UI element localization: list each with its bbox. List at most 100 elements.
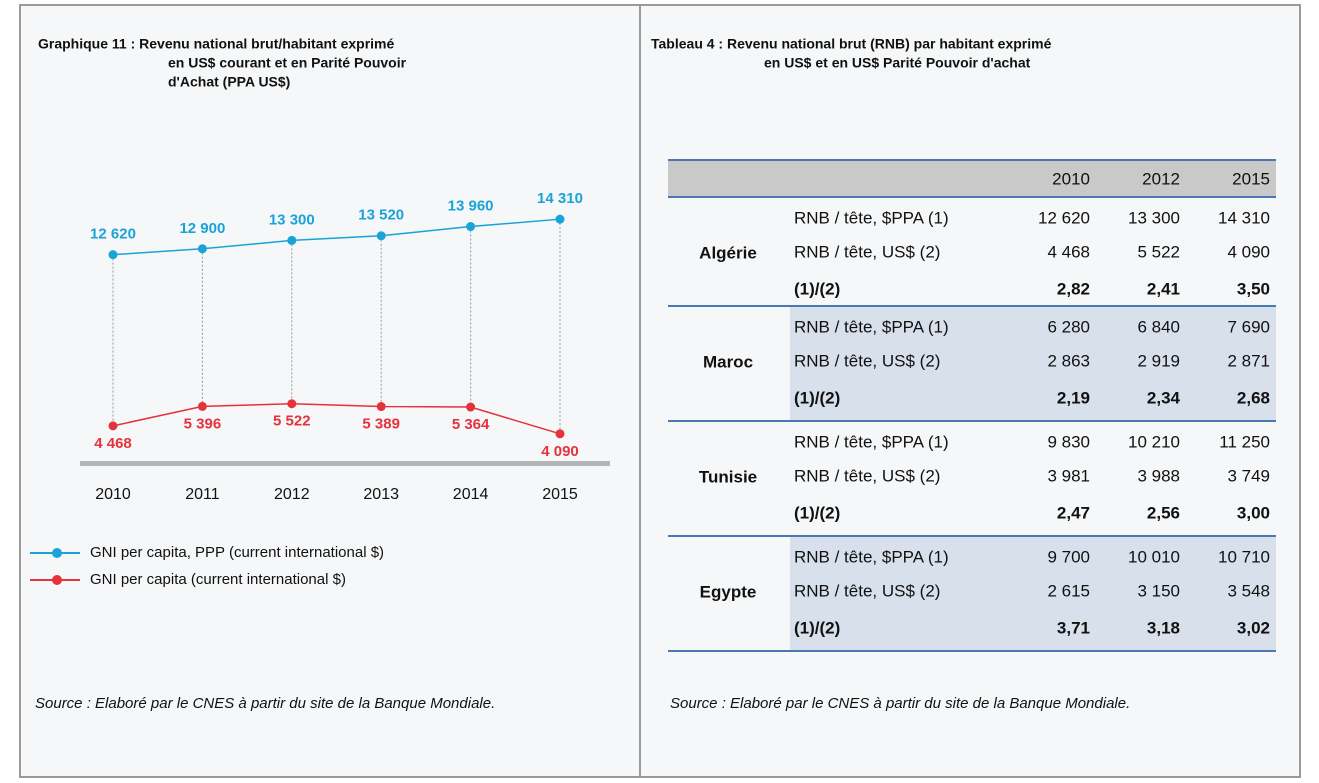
row-label: (1)/(2) bbox=[794, 388, 840, 407]
point bbox=[108, 421, 118, 431]
cell: 2 615 bbox=[1047, 581, 1090, 600]
point bbox=[197, 401, 207, 411]
x-tick-label: 2012 bbox=[274, 486, 310, 503]
data-label: 12 620 bbox=[90, 226, 136, 243]
cell: 12 620 bbox=[1038, 208, 1090, 227]
chart-title: en US$ courant et en Parité Pouvoir bbox=[168, 55, 407, 71]
cell: 9 830 bbox=[1047, 432, 1090, 451]
data-label: 5 522 bbox=[273, 413, 311, 430]
cell: 10 210 bbox=[1128, 432, 1180, 451]
data-label: 4 468 bbox=[94, 435, 132, 452]
chart-title: d'Achat (PPA US$) bbox=[168, 74, 290, 90]
x-tick-label: 2013 bbox=[363, 486, 399, 503]
row-label: RNB / tête, $PPA (1) bbox=[794, 208, 949, 227]
cell: 2 919 bbox=[1137, 351, 1180, 370]
cell: 4 468 bbox=[1047, 242, 1090, 261]
cell: 2 863 bbox=[1047, 351, 1090, 370]
legend-label: GNI per capita (current international $) bbox=[90, 571, 346, 588]
cell: 2,47 bbox=[1057, 503, 1090, 522]
x-tick-label: 2010 bbox=[95, 486, 131, 503]
cell: 3 150 bbox=[1137, 581, 1180, 600]
col-header: 2012 bbox=[1142, 169, 1180, 188]
cell: 3,00 bbox=[1237, 503, 1270, 522]
baseline bbox=[80, 461, 610, 466]
data-label: 14 310 bbox=[537, 190, 583, 207]
row-label: RNB / tête, $PPA (1) bbox=[794, 547, 949, 566]
cell: 14 310 bbox=[1218, 208, 1270, 227]
cell: 6 840 bbox=[1137, 317, 1180, 336]
cell: 9 700 bbox=[1047, 547, 1090, 566]
series-line bbox=[112, 402, 561, 435]
cell: 3 988 bbox=[1137, 466, 1180, 485]
point bbox=[466, 222, 476, 232]
point bbox=[466, 402, 476, 412]
source: Source : Elaboré par le CNES à partir du… bbox=[35, 695, 495, 712]
point bbox=[376, 402, 386, 412]
country: Tunisie bbox=[699, 467, 757, 486]
cell: 3,18 bbox=[1147, 618, 1180, 637]
country: Maroc bbox=[703, 352, 753, 371]
source: Source : Elaboré par le CNES à partir du… bbox=[670, 695, 1130, 712]
row-label: RNB / tête, $PPA (1) bbox=[794, 432, 949, 451]
data-label: 5 389 bbox=[362, 415, 400, 432]
cell: 2,68 bbox=[1237, 388, 1270, 407]
row-label: (1)/(2) bbox=[794, 503, 840, 522]
point bbox=[376, 231, 386, 241]
cell: 2,56 bbox=[1147, 503, 1180, 522]
point bbox=[555, 429, 565, 439]
point bbox=[555, 214, 565, 224]
cell: 13 300 bbox=[1128, 208, 1180, 227]
legend-marker bbox=[52, 575, 62, 585]
cell: 3 749 bbox=[1227, 466, 1270, 485]
row-label: (1)/(2) bbox=[794, 279, 840, 298]
header-band bbox=[668, 160, 1276, 197]
row-label: RNB / tête, US$ (2) bbox=[794, 466, 940, 485]
x-tick-label: 2011 bbox=[185, 486, 220, 503]
series-line bbox=[112, 218, 561, 256]
cell: 4 090 bbox=[1227, 242, 1270, 261]
cell: 2 871 bbox=[1227, 351, 1270, 370]
row-label: RNB / tête, US$ (2) bbox=[794, 581, 940, 600]
point bbox=[197, 244, 207, 254]
cell: 2,41 bbox=[1147, 279, 1180, 298]
data-label: 12 900 bbox=[179, 220, 225, 237]
chart-title: Graphique 11 : Revenu national brut/habi… bbox=[38, 36, 395, 52]
data-label: 5 396 bbox=[184, 415, 222, 432]
table-title: en US$ et en US$ Parité Pouvoir d'achat bbox=[764, 55, 1031, 71]
cell: 7 690 bbox=[1227, 317, 1270, 336]
legend-label: GNI per capita, PPP (current internation… bbox=[90, 544, 384, 561]
cell: 10 710 bbox=[1218, 547, 1270, 566]
country: Egypte bbox=[700, 582, 757, 601]
row-label: RNB / tête, US$ (2) bbox=[794, 351, 940, 370]
cell: 2,34 bbox=[1147, 388, 1181, 407]
cell: 11 250 bbox=[1219, 432, 1270, 451]
cell: 3,71 bbox=[1057, 618, 1090, 637]
point bbox=[287, 235, 297, 245]
legend-marker bbox=[52, 548, 62, 558]
cell: 3 981 bbox=[1047, 466, 1090, 485]
row-label: RNB / tête, $PPA (1) bbox=[794, 317, 949, 336]
x-tick-label: 2015 bbox=[542, 486, 578, 503]
country: Algérie bbox=[699, 243, 757, 262]
data-label: 4 090 bbox=[541, 443, 579, 460]
left-panel bbox=[19, 4, 641, 778]
cell: 10 010 bbox=[1128, 547, 1180, 566]
point bbox=[287, 399, 297, 409]
data-label: 5 364 bbox=[452, 416, 490, 433]
cell: 3,50 bbox=[1237, 279, 1270, 298]
row-label: RNB / tête, US$ (2) bbox=[794, 242, 940, 261]
cell: 3,02 bbox=[1237, 618, 1270, 637]
row-label: (1)/(2) bbox=[794, 618, 840, 637]
group-band bbox=[790, 536, 1276, 651]
group-band bbox=[790, 306, 1276, 421]
col-header: 2015 bbox=[1232, 169, 1270, 188]
x-tick-label: 2014 bbox=[453, 486, 489, 503]
data-label: 13 520 bbox=[358, 207, 404, 224]
cell: 2,82 bbox=[1057, 279, 1090, 298]
data-label: 13 300 bbox=[269, 211, 315, 228]
point bbox=[108, 250, 118, 260]
cell: 5 522 bbox=[1137, 242, 1180, 261]
col-header: 2010 bbox=[1052, 169, 1090, 188]
cell: 3 548 bbox=[1227, 581, 1270, 600]
